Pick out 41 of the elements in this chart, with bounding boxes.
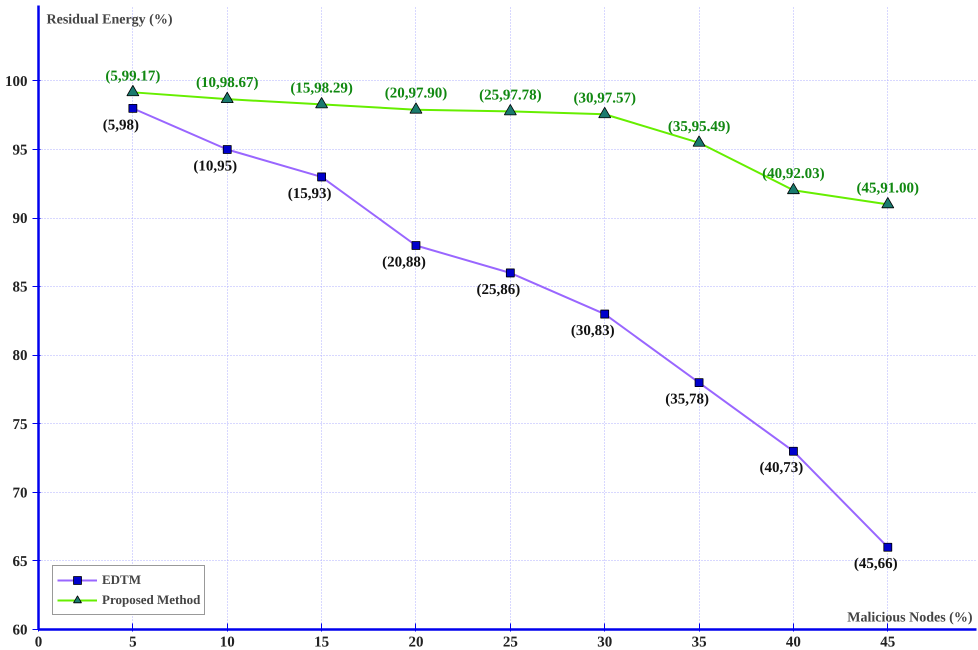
annotation: (20,97.90) (384, 86, 448, 102)
legend-label: Proposed Method (102, 592, 200, 608)
annotation: (30,83) (570, 323, 615, 340)
y-tick-label: 85 (12, 280, 28, 296)
legend-label: EDTM (102, 572, 141, 588)
x-axis-title: Malicious Nodes (%) (847, 610, 973, 626)
annotation: (10,95) (193, 158, 238, 174)
annotation: (15,93) (288, 186, 332, 202)
x-tick-label: 35 (692, 634, 707, 650)
x-tick-label: 20 (408, 634, 424, 650)
x-tick-label: 5 (129, 634, 137, 650)
y-tick-label: 70 (12, 485, 28, 502)
y-axis-title: Residual Energy (%) (46, 12, 173, 28)
x-tick-label: 25 (502, 634, 518, 650)
x-tick-label: 40 (786, 634, 801, 650)
y-tick-label: 100 (5, 74, 28, 90)
y-tick-label: 95 (12, 142, 28, 158)
x-tick-label: 0 (34, 634, 42, 650)
annotation: (25,86) (476, 282, 520, 298)
y-tick-label: 80 (12, 348, 28, 364)
annotation: (20,88) (382, 254, 426, 270)
x-tick-label: 45 (880, 634, 896, 650)
annotation: (30,97.57) (573, 90, 636, 106)
annotation: (15,98.29) (290, 80, 353, 96)
annotation: (5,99.17) (105, 68, 160, 84)
y-tick-label: 60 (12, 622, 28, 638)
annotation: (35,95.49) (668, 118, 730, 135)
annotation: (5,98) (102, 117, 139, 134)
y-tick-label: 75 (12, 416, 28, 433)
annotation: (40,73) (760, 460, 804, 476)
x-tick-label: 15 (314, 634, 330, 650)
annotation: (45,91.00) (856, 180, 920, 196)
annotation: (35,78) (665, 392, 709, 408)
annotation: (40,92.03) (762, 166, 825, 182)
y-tick-label: 90 (12, 211, 28, 228)
y-tick-label: 65 (12, 554, 28, 570)
x-tick-label: 30 (597, 634, 612, 650)
annotation: (10,98.67) (196, 75, 258, 92)
x-tick-label: 10 (220, 634, 235, 650)
annotation: (45,66) (854, 556, 898, 572)
annotation: (25,97.78) (479, 87, 542, 104)
